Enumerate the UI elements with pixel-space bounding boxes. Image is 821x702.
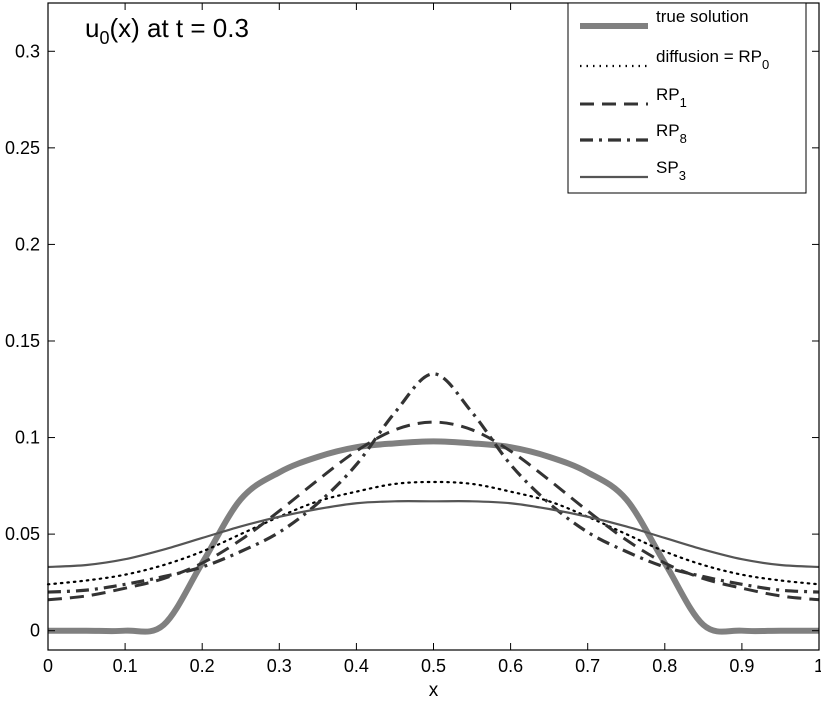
y-tick-label: 0.1 bbox=[15, 428, 40, 448]
x-axis-label: x bbox=[429, 680, 439, 701]
series-line-rp8 bbox=[47, 372, 820, 594]
series-layer bbox=[46, 372, 821, 635]
series-line-rp0 bbox=[46, 480, 821, 586]
chart-title-subscript: 0 bbox=[99, 28, 109, 48]
y-tick-label: 0.2 bbox=[15, 234, 40, 254]
legend-label-sp3: SP3 bbox=[656, 158, 686, 183]
x-tick-label: 0.8 bbox=[652, 656, 677, 676]
legend: true solution diffusion = RP0 RP1 RP8 SP3 bbox=[567, 2, 807, 194]
legend-box bbox=[567, 2, 807, 194]
x-tick-label: 1 bbox=[814, 656, 821, 676]
chart-title: u0(x) at t = 0.3 bbox=[85, 13, 249, 48]
x-tick-label: 0.3 bbox=[267, 656, 292, 676]
y-tick-label: 0.15 bbox=[5, 331, 40, 351]
x-tick-label: 0.6 bbox=[498, 656, 523, 676]
series-line-rp1 bbox=[47, 420, 820, 602]
chart-title-main: u bbox=[85, 13, 99, 43]
series-line-true bbox=[47, 438, 819, 635]
x-tick-label: 0 bbox=[43, 656, 53, 676]
y-tick-label: 0.25 bbox=[5, 138, 40, 158]
x-tick-label: 0.2 bbox=[190, 656, 215, 676]
x-tick-label: 0.1 bbox=[113, 656, 138, 676]
x-tick-label: 0.9 bbox=[729, 656, 754, 676]
y-tick-label: 0.05 bbox=[5, 524, 40, 544]
chart-title-rest: (x) at t = 0.3 bbox=[109, 13, 248, 43]
series-line-sp3 bbox=[47, 500, 820, 569]
ticks-layer: 0 0.1 0.2 0.3 0.4 0.5 0.6 0.7 0.8 0.9 1 0 0.05 0.1 0.1… bbox=[5, 3, 821, 676]
x-tick-label: 0.7 bbox=[575, 656, 600, 676]
x-tick-label: 0.4 bbox=[344, 656, 369, 676]
x-tick-label: 0.5 bbox=[421, 656, 446, 676]
y-tick-label: 0 bbox=[30, 621, 40, 641]
legend-label-rp8: RP8 bbox=[656, 121, 687, 146]
legend-label-rp0: diffusion = RP0 bbox=[656, 47, 769, 72]
y-tick-label: 0.3 bbox=[15, 41, 40, 61]
legend-label-true: true solution bbox=[656, 7, 749, 26]
legend-label-rp1: RP1 bbox=[656, 85, 687, 110]
